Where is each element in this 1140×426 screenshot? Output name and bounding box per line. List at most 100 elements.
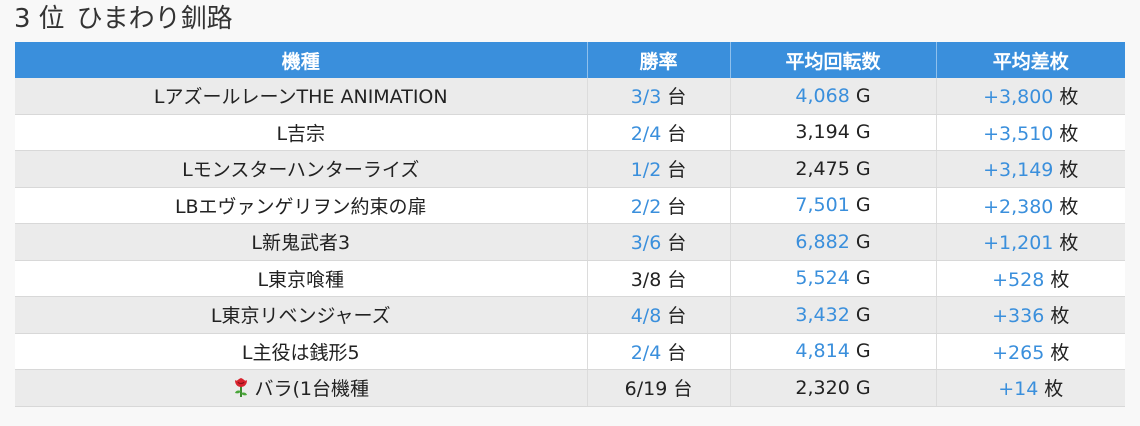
cell-avg-diff: +3,149 枚 <box>936 150 1125 188</box>
avg-diff-value: +528 <box>992 268 1045 291</box>
win-rate-unit: 台 <box>673 378 693 401</box>
ranking-heading: 3 位ひまわり釧路 <box>14 2 233 36</box>
column-header-model[interactable]: 機種 <box>15 42 588 78</box>
model-name: バラ(1台機種 <box>254 378 369 401</box>
model-name: LBエヴァンゲリヲン約束の扉 <box>174 195 427 218</box>
avg-spins-value: 2,475 <box>795 157 850 180</box>
table-row[interactable]: L吉宗 2/4 台 3,194 G +3,510 枚 <box>15 114 1125 151</box>
cell-model: バラ(1台機種 <box>15 369 588 407</box>
win-rate-unit: 台 <box>667 268 687 291</box>
ranking-table: 機種 勝率 平均回転数 平均差枚 LアズールレーンTHE ANIMATION 3/… <box>15 42 1125 407</box>
cell-win-rate: 1/2 台 <box>587 150 731 188</box>
win-rate-value: 2/4 <box>630 122 662 145</box>
cell-win-rate: 6/19 台 <box>587 369 731 407</box>
model-name: L東京リベンジャーズ <box>210 305 391 328</box>
cell-win-rate: 2/2 台 <box>587 187 731 224</box>
column-header-avg-spins[interactable]: 平均回転数 <box>730 42 937 78</box>
cell-avg-spins: 2,475 G <box>730 150 937 188</box>
cell-model: LアズールレーンTHE ANIMATION <box>15 78 588 115</box>
avg-diff-unit: 枚 <box>1059 86 1079 109</box>
cell-model: L主役は銭形5 <box>15 333 588 370</box>
cell-avg-diff: +14 枚 <box>936 369 1125 407</box>
column-header-avg-diff[interactable]: 平均差枚 <box>936 42 1125 78</box>
win-rate-value: 4/8 <box>630 305 662 328</box>
avg-spins-unit: G <box>855 340 871 363</box>
model-name: L吉宗 <box>276 122 326 145</box>
win-rate-unit: 台 <box>667 86 687 109</box>
win-rate-value: 3/3 <box>630 86 662 109</box>
cell-avg-diff: +2,380 枚 <box>936 187 1125 224</box>
win-rate-unit: 台 <box>667 341 687 364</box>
win-rate-unit: 台 <box>667 122 687 145</box>
model-name: L新鬼武者3 <box>251 232 351 255</box>
cell-model: L吉宗 <box>15 114 588 151</box>
avg-diff-unit: 枚 <box>1059 122 1079 145</box>
cell-win-rate: 2/4 台 <box>587 114 731 151</box>
win-rate-unit: 台 <box>667 159 687 182</box>
table-body: LアズールレーンTHE ANIMATION 3/3 台 4,068 G +3,800 枚 L吉… <box>15 78 1125 407</box>
table-row[interactable]: L東京喰種 3/8 台 5,524 G +528 枚 <box>15 260 1125 297</box>
rose-icon <box>235 378 248 398</box>
cell-win-rate: 2/4 台 <box>587 333 731 370</box>
avg-spins-unit: G <box>855 267 871 290</box>
cell-avg-diff: +3,800 枚 <box>936 78 1125 115</box>
win-rate-value: 2/2 <box>630 195 662 218</box>
avg-diff-value: +336 <box>992 305 1045 328</box>
cell-avg-spins: 4,814 G <box>730 333 937 370</box>
cell-avg-spins: 6,882 G <box>730 223 937 261</box>
cell-avg-spins: 5,524 G <box>730 260 937 297</box>
avg-spins-unit: G <box>855 194 871 217</box>
avg-diff-unit: 枚 <box>1059 232 1079 255</box>
avg-diff-value: +3,800 <box>983 86 1054 109</box>
avg-spins-unit: G <box>855 230 871 253</box>
avg-diff-value: +3,510 <box>983 122 1054 145</box>
avg-diff-value: +2,380 <box>983 195 1054 218</box>
model-name: L主役は銭形5 <box>241 341 360 364</box>
cell-avg-diff: +528 枚 <box>936 260 1125 297</box>
avg-spins-value: 4,814 <box>795 340 850 363</box>
table-row[interactable]: LアズールレーンTHE ANIMATION 3/3 台 4,068 G +3,800 枚 <box>15 78 1125 115</box>
cell-avg-spins: 3,432 G <box>730 296 937 334</box>
model-name: L東京喰種 <box>257 268 345 291</box>
rank-number: 3 <box>14 4 31 34</box>
cell-win-rate: 3/6 台 <box>587 223 731 261</box>
cell-win-rate: 4/8 台 <box>587 296 731 334</box>
win-rate-value: 2/4 <box>630 341 662 364</box>
cell-model: L新鬼武者3 <box>15 223 588 261</box>
avg-diff-value: +14 <box>998 378 1039 401</box>
cell-model: LBエヴァンゲリヲン約束の扉 <box>15 187 588 224</box>
cell-avg-diff: +336 枚 <box>936 296 1125 334</box>
avg-spins-unit: G <box>855 121 871 144</box>
win-rate-unit: 台 <box>667 305 687 328</box>
table-row[interactable]: Lモンスターハンターライズ 1/2 台 2,475 G +3,149 枚 <box>15 150 1125 188</box>
cell-win-rate: 3/3 台 <box>587 78 731 115</box>
table-row[interactable]: L新鬼武者3 3/6 台 6,882 G +1,201 枚 <box>15 223 1125 261</box>
avg-spins-value: 3,194 <box>795 121 850 144</box>
cell-avg-spins: 2,320 G <box>730 369 937 407</box>
cell-model: Lモンスターハンターライズ <box>15 150 588 188</box>
win-rate-unit: 台 <box>667 232 687 255</box>
cell-avg-spins: 3,194 G <box>730 114 937 151</box>
avg-spins-value: 2,320 <box>795 376 850 399</box>
win-rate-unit: 台 <box>667 195 687 218</box>
table-row[interactable]: バラ(1台機種 6/19 台 2,320 G +14 枚 <box>15 369 1125 407</box>
avg-diff-value: +3,149 <box>983 159 1054 182</box>
avg-diff-value: +1,201 <box>983 232 1054 255</box>
store-name: ひまわり釧路 <box>76 4 233 34</box>
avg-diff-value: +265 <box>992 341 1045 364</box>
rank-suffix: 位 <box>38 4 65 34</box>
column-header-win-rate[interactable]: 勝率 <box>587 42 731 78</box>
cell-avg-spins: 4,068 G <box>730 78 937 115</box>
avg-diff-unit: 枚 <box>1044 378 1064 401</box>
win-rate-value: 6/19 <box>624 378 668 401</box>
table-row[interactable]: L東京リベンジャーズ 4/8 台 3,432 G +336 枚 <box>15 296 1125 334</box>
avg-spins-value: 4,068 <box>795 84 850 107</box>
table-row[interactable]: L主役は銭形5 2/4 台 4,814 G +265 枚 <box>15 333 1125 370</box>
avg-diff-unit: 枚 <box>1050 305 1070 328</box>
table-row[interactable]: LBエヴァンゲリヲン約束の扉 2/2 台 7,501 G +2,380 枚 <box>15 187 1125 224</box>
cell-win-rate: 3/8 台 <box>587 260 731 297</box>
cell-model: L東京喰種 <box>15 260 588 297</box>
avg-spins-value: 7,501 <box>795 194 850 217</box>
cell-avg-diff: +1,201 枚 <box>936 223 1125 261</box>
